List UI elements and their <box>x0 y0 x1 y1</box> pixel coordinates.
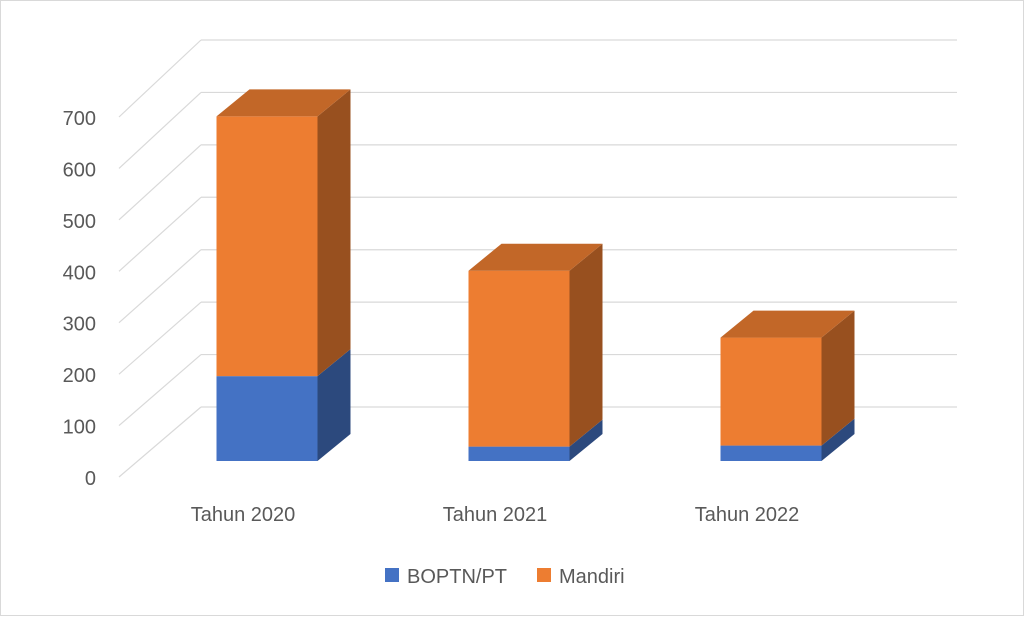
gridline-side <box>118 196 202 272</box>
bar-segment-boptn-pt <box>216 349 351 461</box>
gridline-side <box>118 249 202 324</box>
legend-swatch <box>537 568 551 582</box>
gridline-side <box>118 91 202 169</box>
x-tick-label: Tahun 2021 <box>443 504 548 526</box>
gridline-side <box>118 406 202 478</box>
gridline-side <box>118 39 202 118</box>
y-tick-label: 600 <box>63 159 96 181</box>
y-tick-label: 0 <box>85 468 96 490</box>
y-tick-label: 400 <box>63 262 96 284</box>
bar-segment-mandiri <box>216 89 351 377</box>
bars <box>216 89 855 461</box>
y-tick-label: 200 <box>63 365 96 387</box>
gridline-side <box>118 144 202 221</box>
legend-label: BOPTN/PT <box>407 566 507 588</box>
legend-label: Mandiri <box>559 566 625 588</box>
bar-segment-mandiri <box>720 310 855 446</box>
y-tick-label: 100 <box>63 417 96 439</box>
y-tick-label: 700 <box>63 108 96 130</box>
gridline-side <box>118 301 202 375</box>
gridline-side <box>118 354 202 427</box>
x-tick-label: Tahun 2022 <box>695 504 800 526</box>
legend-swatch <box>385 568 399 582</box>
x-tick-label: Tahun 2020 <box>191 504 296 526</box>
y-tick-label: 300 <box>63 314 96 336</box>
bar-segment-mandiri <box>468 243 603 447</box>
y-tick-label: 500 <box>63 211 96 233</box>
legend: BOPTN/PT Mandiri <box>385 566 625 588</box>
y-axis-ticks: 0 100 200 300 400 500 600 700 <box>63 108 96 490</box>
bar-segment-boptn-pt <box>468 419 603 461</box>
bar-segment-boptn-pt <box>720 418 855 461</box>
x-axis-ticks: Tahun 2020 Tahun 2021 Tahun 2022 <box>191 504 800 526</box>
